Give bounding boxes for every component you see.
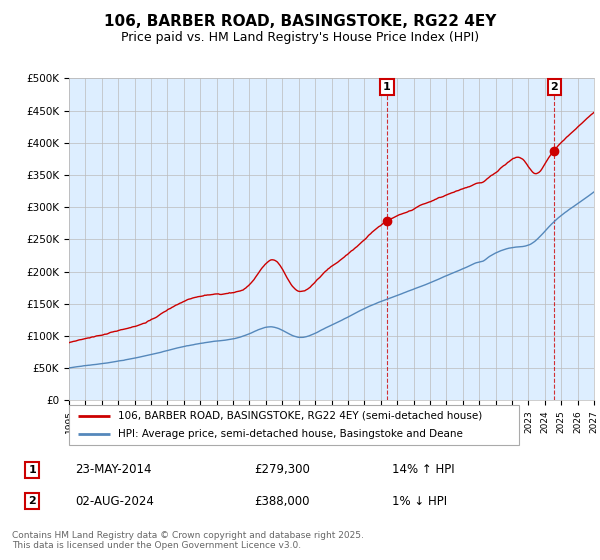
Text: £388,000: £388,000 [254, 494, 310, 508]
Text: Contains HM Land Registry data © Crown copyright and database right 2025.
This d: Contains HM Land Registry data © Crown c… [12, 530, 364, 550]
Text: 2: 2 [550, 82, 558, 92]
Text: HPI: Average price, semi-detached house, Basingstoke and Deane: HPI: Average price, semi-detached house,… [119, 430, 463, 439]
Text: 02-AUG-2024: 02-AUG-2024 [76, 494, 154, 508]
Text: Price paid vs. HM Land Registry's House Price Index (HPI): Price paid vs. HM Land Registry's House … [121, 31, 479, 44]
Text: 23-MAY-2014: 23-MAY-2014 [76, 463, 152, 477]
Text: 14% ↑ HPI: 14% ↑ HPI [392, 463, 455, 477]
Text: 106, BARBER ROAD, BASINGSTOKE, RG22 4EY (semi-detached house): 106, BARBER ROAD, BASINGSTOKE, RG22 4EY … [119, 411, 483, 421]
Text: 1: 1 [383, 82, 391, 92]
Text: £279,300: £279,300 [254, 463, 310, 477]
Text: 1% ↓ HPI: 1% ↓ HPI [392, 494, 447, 508]
Text: 1: 1 [28, 465, 36, 475]
Text: 106, BARBER ROAD, BASINGSTOKE, RG22 4EY: 106, BARBER ROAD, BASINGSTOKE, RG22 4EY [104, 14, 496, 29]
Text: 2: 2 [28, 496, 36, 506]
FancyBboxPatch shape [69, 405, 519, 445]
